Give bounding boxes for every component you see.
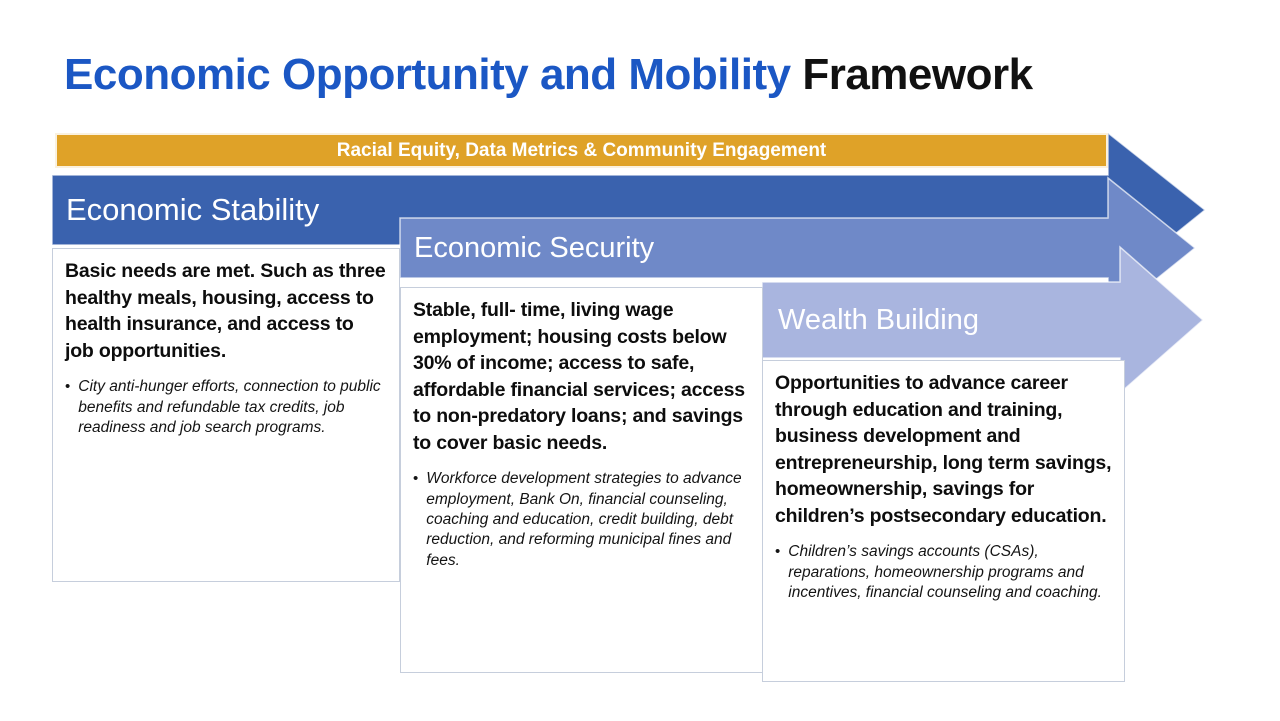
- page-title: Economic Opportunity and Mobility Framew…: [64, 50, 1214, 100]
- economic-security-bullet: • Workforce development strategies to ad…: [413, 469, 750, 571]
- wealth-building-bullet-text: Children’s savings accounts (CSAs), repa…: [788, 543, 1102, 601]
- economic-stability-description: Basic needs are met. Such as three healt…: [65, 260, 386, 362]
- racial-equity-banner: Racial Equity, Data Metrics & Community …: [55, 133, 1108, 168]
- wealth-building-arrow: [761, 245, 1205, 395]
- economic-security-bullet-text: Workforce development strategies to adva…: [426, 470, 742, 569]
- racial-equity-banner-label: Racial Equity, Data Metrics & Community …: [336, 139, 827, 161]
- page-title-rest: Framework: [790, 50, 1033, 99]
- wealth-building-bullet: • Children’s savings accounts (CSAs), re…: [775, 542, 1112, 603]
- economic-stability-card: Basic needs are met. Such as three healt…: [52, 248, 400, 582]
- economic-security-header: Economic Security: [414, 232, 655, 264]
- economic-stability-bullet: • City anti-hunger efforts, connection t…: [65, 377, 387, 438]
- economic-security-card: Stable, full- time, living wage employme…: [400, 287, 763, 673]
- wealth-building-header: Wealth Building: [778, 304, 979, 336]
- wealth-building-card: Opportunities to advance career through …: [762, 360, 1125, 682]
- economic-stability-bullet-text: City anti-hunger efforts, connection to …: [78, 378, 381, 436]
- bullet-dot-icon: •: [413, 470, 419, 488]
- wealth-building-description: Opportunities to advance career through …: [775, 372, 1112, 527]
- page-title-highlight: Economic Opportunity and Mobility: [64, 50, 791, 99]
- economic-stability-header: Economic Stability: [66, 192, 320, 227]
- bullet-dot-icon: •: [65, 378, 71, 396]
- bullet-dot-icon: •: [775, 543, 781, 561]
- economic-security-description: Stable, full- time, living wage employme…: [413, 299, 745, 454]
